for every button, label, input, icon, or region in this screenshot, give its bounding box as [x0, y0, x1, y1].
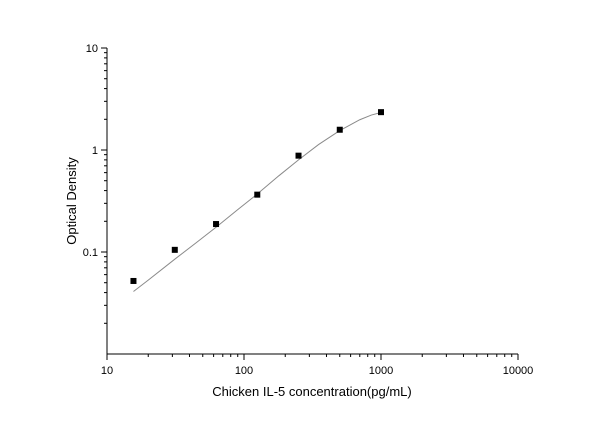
y-axis-title: Optical Density: [64, 157, 79, 245]
x-tick-label: 1000: [369, 365, 393, 377]
x-tick-label: 10: [101, 365, 113, 377]
data-point: [378, 109, 384, 116]
fit-curve: [133, 112, 382, 292]
x-tick-label: 100: [235, 365, 253, 377]
data-point: [295, 152, 302, 159]
x-axis-ticks: 10 100 1000 10000: [101, 354, 533, 377]
y-tick-label: 10: [86, 43, 98, 55]
data-point: [171, 246, 178, 253]
x-tick-label: 10000: [503, 365, 534, 377]
y-tick-label: 1: [92, 145, 98, 157]
plot-area: [106, 48, 518, 355]
series-layer: [130, 109, 384, 292]
y-tick-label: 0.1: [83, 247, 98, 259]
x-axis-title: Chicken IL-5 concentration(pg/mL): [212, 384, 411, 399]
data-point: [213, 221, 220, 228]
data-point: [254, 191, 261, 198]
data-point: [130, 277, 137, 284]
data-point: [336, 126, 343, 133]
y-axis-ticks: 0.1 1 10: [83, 43, 107, 324]
